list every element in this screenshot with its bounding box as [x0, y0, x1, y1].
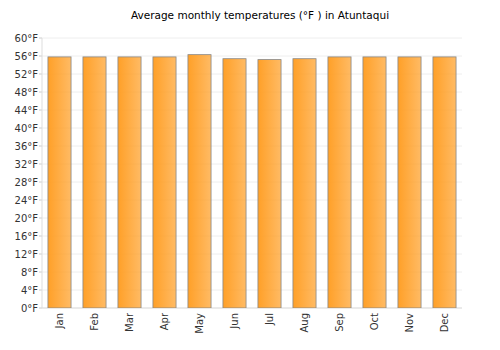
bar	[83, 57, 106, 308]
x-tick-label: Feb	[89, 313, 100, 331]
y-tick-label: 40°F	[15, 123, 39, 134]
y-tick-label: 60°F	[15, 33, 39, 44]
grid-line	[42, 56, 462, 57]
y-tick-label: 44°F	[15, 105, 39, 116]
y-tick-label: 48°F	[15, 87, 39, 98]
grid-line	[42, 38, 462, 39]
bar	[223, 59, 246, 308]
y-tick-label: 56°F	[15, 51, 39, 62]
y-tick-label: 4°F	[21, 285, 38, 296]
y-tick-label: 0°F	[21, 303, 38, 314]
y-tick-label: 52°F	[15, 69, 39, 80]
chart-svg: Average monthly temperatures (°F ) in At…	[0, 0, 500, 350]
x-tick-label: May	[194, 313, 205, 334]
y-tick-label: 8°F	[21, 267, 38, 278]
y-tick-label: 32°F	[15, 159, 39, 170]
bar	[433, 57, 456, 308]
bar	[398, 57, 421, 308]
x-tick-label: Oct	[369, 313, 380, 330]
x-tick-label: Sep	[334, 313, 345, 332]
bar	[153, 57, 176, 308]
bar	[363, 57, 386, 308]
chart-container: Average monthly temperatures (°F ) in At…	[0, 0, 500, 350]
y-tick-label: 12°F	[15, 249, 39, 260]
bar	[258, 60, 281, 308]
y-tick-label: 36°F	[15, 141, 39, 152]
bar	[118, 57, 141, 308]
x-tick-label: Mar	[124, 312, 135, 332]
x-tick-label: Aug	[299, 313, 310, 333]
x-tick-label: Apr	[159, 312, 170, 330]
y-tick-label: 28°F	[15, 177, 39, 188]
y-axis-line	[42, 38, 43, 308]
bar	[188, 55, 211, 308]
y-tick-label: 16°F	[15, 231, 39, 242]
y-tick-label: 24°F	[15, 195, 39, 206]
bar	[48, 57, 71, 308]
bar	[328, 57, 351, 308]
y-tick-label: 20°F	[15, 213, 39, 224]
x-tick-label: Jan	[54, 313, 65, 329]
x-tick-label: Dec	[439, 313, 450, 332]
x-tick-label: Jun	[229, 313, 240, 330]
title: Average monthly temperatures (°F ) in At…	[131, 9, 389, 21]
bar	[293, 59, 316, 308]
x-tick-label: Nov	[404, 313, 415, 333]
x-tick-label: Jul	[264, 313, 275, 326]
bars	[48, 55, 456, 308]
